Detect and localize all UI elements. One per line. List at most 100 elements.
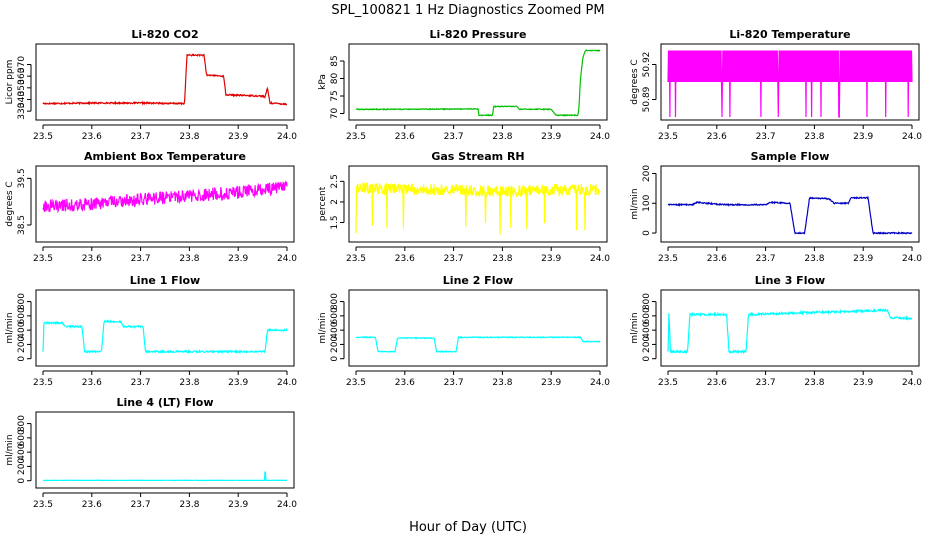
y-tick-label: 340 (17, 91, 27, 108)
y-axis-label: degrees C (630, 59, 640, 104)
x-tick-label: 24.0 (590, 378, 610, 388)
plot-frame (35, 411, 295, 489)
x-tick-label: 23.7 (756, 132, 776, 142)
x-tick-label: 23.8 (179, 378, 199, 388)
y-tick-label: 85 (330, 55, 340, 66)
x-tick-label: 23.8 (492, 378, 512, 388)
y-axis: 50.89 50.92 (642, 52, 657, 112)
x-tick-label: 23.8 (492, 132, 512, 142)
x-tick-label: 23.6 (707, 378, 727, 388)
plot-frame (660, 289, 920, 367)
y-tick-label: 600 (17, 429, 27, 446)
panel-grid: Li-820 CO2 Licor ppm 23.5 23.6 23.7 23.8 23.9 2… (5, 28, 922, 510)
x-tick-label: 24.0 (277, 132, 297, 142)
y-axis-label: degrees C (5, 181, 15, 226)
y-axis-label: kPa (318, 74, 328, 90)
x-tick-label: 23.5 (33, 500, 53, 510)
y-tick-label: 0 (17, 356, 27, 362)
x-tick-label: 23.7 (444, 254, 464, 264)
series-line (355, 335, 601, 354)
y-tick-label: 1.5 (330, 215, 340, 229)
y-axis-label: ml/min (5, 434, 15, 465)
series-line (667, 195, 913, 235)
plot-frame (348, 43, 608, 121)
y-tick-label: 200 (642, 336, 652, 353)
y-tick-label: 50.89 (642, 86, 652, 112)
y-tick-label: 400 (17, 321, 27, 338)
x-tick-label: 23.7 (131, 500, 151, 510)
x-tick-label: 23.9 (228, 378, 248, 388)
x-tick-label: 23.8 (804, 132, 824, 142)
x-axis: 23.5 23.6 23.7 23.8 23.9 24.0 (33, 492, 297, 510)
x-tick-label: 23.7 (131, 378, 151, 388)
x-axis: 23.5 23.6 23.7 23.8 23.9 24.0 (658, 246, 922, 264)
x-tick-label: 24.0 (590, 132, 610, 142)
y-tick-label: 200 (17, 336, 27, 353)
y-tick-label: 800 (642, 293, 652, 310)
x-tick-label: 23.6 (707, 254, 727, 264)
series-line (355, 49, 601, 117)
y-axis: 70 75 80 85 (330, 55, 345, 119)
x-tick-label: 23.6 (395, 132, 415, 142)
y-axis-label: ml/min (5, 312, 15, 343)
x-tick-label: 24.0 (277, 378, 297, 388)
series-line (42, 53, 287, 106)
x-tick-label: 23.8 (804, 378, 824, 388)
x-tick-label: 23.8 (179, 254, 199, 264)
plot-frame (35, 165, 295, 243)
x-tick-label: 23.7 (131, 132, 151, 142)
y-tick-label: 800 (330, 293, 340, 310)
x-tick-label: 23.5 (33, 132, 53, 142)
panel-title: Sample Flow (751, 150, 830, 163)
plot-frame (35, 289, 295, 367)
y-tick-label: 400 (330, 321, 340, 338)
y-tick-label: 0 (642, 356, 652, 362)
x-tick-label: 23.9 (853, 132, 873, 142)
x-axis: 23.5 23.6 23.7 23.8 23.9 24.0 (33, 124, 297, 142)
y-tick-label: 800 (17, 415, 27, 432)
panel-title: Line 4 (LT) Flow (117, 396, 214, 409)
panel-line-3-flow: Line 3 Flow ml/min 23.5 23.6 23.7 23.8 23.9 24.… (630, 274, 922, 388)
y-tick-label: 200 (17, 458, 27, 475)
figure-title: SPL_100821 1 Hz Diagnostics Zoomed PM (331, 3, 604, 18)
x-tick-label: 23.6 (82, 378, 102, 388)
y-tick-label: 350 (17, 79, 27, 96)
x-axis: 23.5 23.6 23.7 23.8 23.9 24.0 (658, 124, 922, 142)
x-tick-label: 23.6 (82, 132, 102, 142)
x-tick-label: 23.8 (492, 254, 512, 264)
x-axis: 23.5 23.6 23.7 23.8 23.9 24.0 (346, 124, 610, 142)
x-axis: 23.5 23.6 23.7 23.8 23.9 24.0 (33, 246, 297, 264)
y-tick-label: 0 (330, 356, 340, 362)
x-tick-label: 23.7 (444, 132, 464, 142)
panel-title: Line 1 Flow (130, 274, 200, 287)
x-tick-label: 23.5 (346, 254, 366, 264)
y-tick-label: 200 (642, 165, 652, 182)
x-axis: 23.5 23.6 23.7 23.8 23.9 24.0 (658, 370, 922, 388)
y-tick-label: 2 (330, 199, 340, 205)
y-tick-label: 370 (17, 56, 27, 73)
panel-title: Li-820 CO2 (131, 28, 198, 41)
y-axis: 38.5 39.5 (17, 168, 32, 235)
x-tick-label: 23.7 (756, 378, 776, 388)
x-tick-label: 24.0 (902, 254, 922, 264)
plot-frame (660, 43, 920, 121)
x-tick-label: 24.0 (277, 500, 297, 510)
x-tick-label: 23.8 (179, 500, 199, 510)
panel-sample-flow: Sample Flow ml/min 23.5 23.6 23.7 23.8 23.9 24.… (630, 150, 922, 264)
x-tick-label: 23.6 (82, 254, 102, 264)
y-axis-label: Licor ppm (5, 60, 15, 105)
panel-line-1-flow: Line 1 Flow ml/min 23.5 23.6 23.7 23.8 23.9 24.… (5, 274, 297, 388)
y-tick-label: 600 (330, 307, 340, 324)
y-tick-label: 2.5 (330, 174, 340, 188)
x-tick-label: 23.5 (658, 378, 678, 388)
panel-title: Line 3 Flow (755, 274, 825, 287)
x-tick-label: 23.8 (179, 132, 199, 142)
y-tick-label: 600 (642, 307, 652, 324)
x-tick-label: 23.9 (228, 132, 248, 142)
panel-ambient-box-temperature: Ambient Box Temperature degrees C 23.5 23.6… (5, 150, 297, 264)
panel-title: Ambient Box Temperature (84, 150, 246, 163)
